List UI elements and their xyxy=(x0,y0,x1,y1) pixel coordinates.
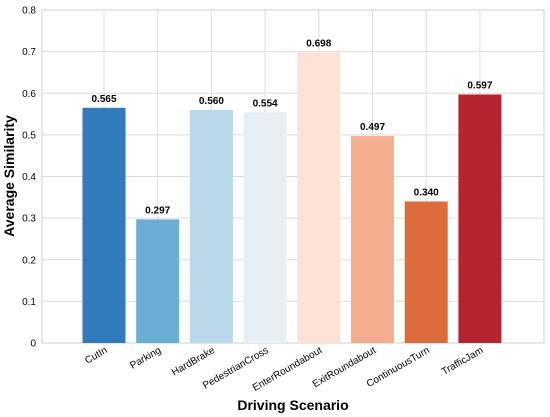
bar-enterroundabout xyxy=(297,52,341,344)
y-axis-ticks: 0 0.1 0.2 0.3 0.4 0.5 0.6 0.7 0.8 xyxy=(22,6,36,350)
x-tick-label: CutIn xyxy=(83,345,109,366)
bar-trafficjam xyxy=(458,94,502,343)
y-axis-title: Average Similarity xyxy=(1,115,17,237)
data-label: 0.340 xyxy=(414,187,439,198)
data-label: 0.698 xyxy=(306,38,331,49)
bars: 0.565 0.297 0.560 0.554 0.698 0.497 0.340 0.597 xyxy=(82,38,502,344)
x-tick-label: Parking xyxy=(128,345,163,371)
bar-parking xyxy=(136,219,180,343)
data-label: 0.497 xyxy=(360,122,385,133)
x-tick-label: TrafficJam xyxy=(440,345,485,378)
x-axis-title: Driving Scenario xyxy=(237,397,348,413)
y-tick-label: 0.7 xyxy=(22,47,36,58)
data-label: 0.597 xyxy=(467,80,492,91)
y-tick-label: 0.6 xyxy=(22,89,36,100)
y-tick-label: 0.1 xyxy=(22,297,36,308)
data-label: 0.565 xyxy=(91,94,116,105)
y-tick-label: 0.3 xyxy=(22,214,36,225)
data-label: 0.297 xyxy=(145,205,170,216)
y-tick-label: 0 xyxy=(30,339,36,350)
y-tick-label: 0.8 xyxy=(22,6,36,17)
y-tick-label: 0.2 xyxy=(22,255,36,266)
bar-cutin xyxy=(82,107,126,343)
bar-exitroundabout xyxy=(351,136,394,343)
x-tick-label: HardBrake xyxy=(170,345,217,379)
bar-pedestriancross xyxy=(243,112,287,344)
x-axis-ticks: CutIn Parking HardBrakePedestrianCrossEnte… xyxy=(83,345,485,394)
data-label: 0.554 xyxy=(253,98,278,109)
data-label: 0.560 xyxy=(199,96,224,107)
bar-continuousturn xyxy=(404,201,448,343)
y-tick-label: 0.5 xyxy=(22,130,36,141)
bar-hardbrake xyxy=(189,109,233,344)
plot-frame xyxy=(41,9,545,344)
y-tick-label: 0.4 xyxy=(22,172,36,183)
